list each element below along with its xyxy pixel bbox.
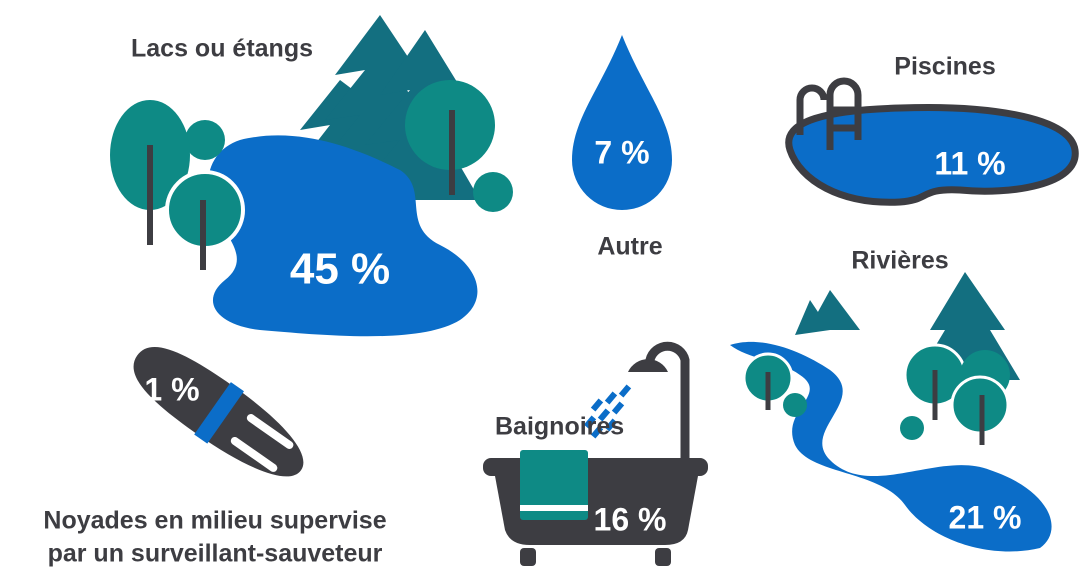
value: 1 % bbox=[144, 371, 199, 407]
label-line: par un surveillant-sauveteur bbox=[48, 540, 383, 568]
value: 16 % bbox=[594, 501, 667, 537]
value: 21 % bbox=[949, 499, 1022, 535]
label: Piscines bbox=[894, 53, 995, 81]
label: Rivières bbox=[851, 247, 948, 275]
value: 11 % bbox=[934, 145, 1005, 181]
label-line: Noyades en milieu supervise bbox=[43, 507, 386, 535]
label: Baignoires bbox=[495, 413, 624, 441]
infographic: Lacs ou étangs 45 % 7 % Autre Piscines 1… bbox=[0, 0, 1082, 576]
value: 7 % bbox=[594, 134, 649, 170]
drop-illustration bbox=[572, 35, 672, 210]
value: 45 % bbox=[290, 245, 390, 294]
label: Autre bbox=[597, 233, 662, 261]
pool-illustration bbox=[789, 81, 1076, 202]
rescue-board-illustration bbox=[119, 329, 320, 496]
label: Lacs ou étangs bbox=[131, 35, 313, 63]
